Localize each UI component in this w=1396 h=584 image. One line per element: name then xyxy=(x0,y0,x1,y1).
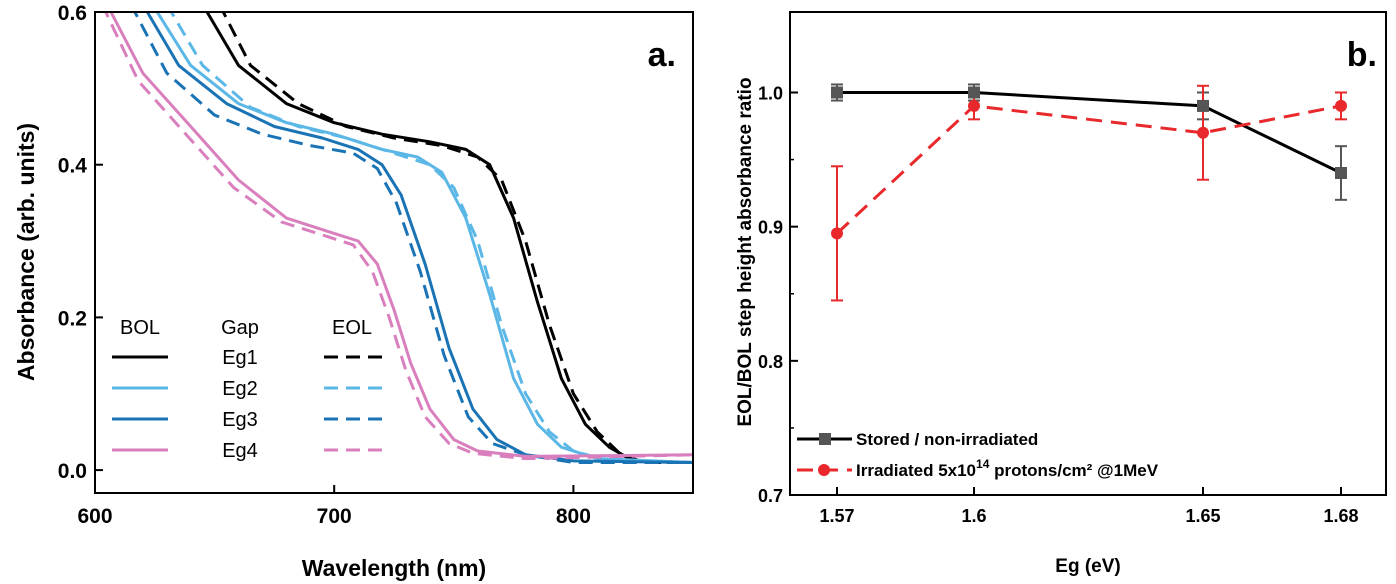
y-tick-label-b: 0.9 xyxy=(758,218,783,238)
legend-gap-label: Eg1 xyxy=(222,347,258,369)
data-point-circle xyxy=(831,227,843,240)
y-axis-title-a: Absorbance (arb. units) xyxy=(13,123,39,381)
panel-a: 600 700 800 0.0 0.2 0.4 0.6 a. Wavelength (nm)… xyxy=(13,2,694,581)
legend-marker-circle xyxy=(818,464,830,476)
y-tick-label-a: 0.4 xyxy=(58,155,88,178)
x-axis-title-a: Wavelength (nm) xyxy=(302,555,486,581)
data-point-circle xyxy=(1335,99,1347,112)
legend-label-irradiated: Irradiated 5x1014 protons/cm² @1MeV xyxy=(856,457,1159,480)
legend-marker-square xyxy=(819,433,831,445)
panel-b-frame xyxy=(789,11,1387,496)
y-axis-title-b: EOL/BOL step height absorbance ratio xyxy=(735,77,756,426)
eol-line-eg3 xyxy=(133,12,693,464)
data-point-circle xyxy=(1197,126,1209,139)
bol-line-eg1 xyxy=(205,12,693,464)
legend-header-bol: BOL xyxy=(120,317,160,339)
series-line-1 xyxy=(835,104,1342,235)
data-point-square xyxy=(1197,99,1209,112)
y-tick-label-a: 0.6 xyxy=(58,2,87,25)
data-point-square xyxy=(831,86,843,99)
x-tick-label-a: 800 xyxy=(556,505,591,528)
data-point-square xyxy=(968,86,980,99)
x-tick-label-a: 600 xyxy=(77,505,112,528)
y-tick-label-a: 0.2 xyxy=(58,307,87,330)
x-tick-label-a: 700 xyxy=(317,505,352,528)
panel-b-label: b. xyxy=(1347,36,1377,74)
legend-gap-label: Eg3 xyxy=(222,409,258,431)
legend-gap-label: Eg2 xyxy=(222,378,258,400)
panel-a-frame xyxy=(94,11,694,494)
eol-line-eg2 xyxy=(169,12,693,464)
eol-line-eg4 xyxy=(104,12,693,461)
data-point-square xyxy=(1335,167,1347,179)
legend-header-eol: EOL xyxy=(332,317,372,339)
bol-line-eg3 xyxy=(145,12,693,464)
series-line-0 xyxy=(837,91,1342,175)
legend-superscript: 14 xyxy=(976,457,990,471)
eol-line-eg1 xyxy=(221,12,693,464)
legend-b: Stored / non-irradiated Irradiated 5x1014… xyxy=(797,430,1159,480)
y-tick-label-b: 1.0 xyxy=(758,84,783,104)
legend-label-stored: Stored / non-irradiated xyxy=(856,430,1038,449)
data-point-circle xyxy=(968,99,980,112)
x-axis-title-b: Eg (eV) xyxy=(1055,556,1120,577)
legend-label-rest: protons/cm² @1MeV xyxy=(989,461,1158,480)
x-tick-label-b: 1.6 xyxy=(961,506,986,526)
x-tick-label-b: 1.57 xyxy=(819,506,854,526)
panel-b: 1.57 1.6 1.65 1.68 0.7 0.8 0.9 1.0 b. Eg (eV) E… xyxy=(735,11,1387,577)
x-tick-label-b: 1.68 xyxy=(1323,506,1358,526)
y-tick-label-a: 0.0 xyxy=(58,460,87,483)
x-tick-label-b: 1.65 xyxy=(1185,506,1220,526)
bol-line-eg4 xyxy=(109,12,693,458)
legend-gap-label: Eg4 xyxy=(222,440,258,462)
panel-a-label: a. xyxy=(648,36,676,74)
legend-header-gap: Gap xyxy=(221,317,259,339)
legend-a: BOL Gap EOL Eg1 Eg2 Eg3 Eg4 xyxy=(112,317,382,462)
y-tick-label-b: 0.8 xyxy=(758,352,783,372)
y-tick-label-b: 0.7 xyxy=(758,486,783,506)
